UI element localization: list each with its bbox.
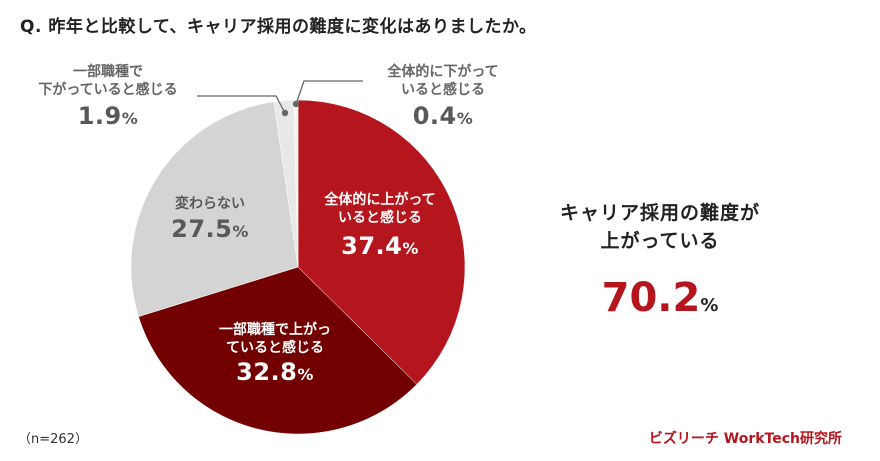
label-up-all: 全体的に上がって いると感じる 37.4% xyxy=(324,192,436,260)
label-down-some: 一部職種で 下がっていると感じる 1.9% xyxy=(38,64,178,130)
label-up-some: 一部職種で上がっ ていると感じる 32.8% xyxy=(219,322,331,386)
pie-slice-1 xyxy=(138,266,418,435)
label-same: 変わらない 27.5% xyxy=(171,196,249,243)
source-credit: ビズリーチ WorkTech研究所 xyxy=(648,431,842,447)
label-down-all: 全体的に下がって いると感じる 0.4% xyxy=(387,64,499,130)
pie-slice-2 xyxy=(130,101,299,317)
leader-line-down-all xyxy=(292,80,363,108)
chart-title: Q. 昨年と比較して、キャリア採用の難度に変化はありましたか。 xyxy=(20,17,537,37)
sample-size: （n=262） xyxy=(18,432,88,447)
summary-callout: キャリア採用の難度が 上がっている 70.2% xyxy=(520,200,800,321)
pie-slices xyxy=(130,99,466,435)
summary-value: 70.2% xyxy=(601,275,719,322)
summary-heading-line1: キャリア採用の難度が xyxy=(559,202,760,224)
summary-heading-line2: 上がっている xyxy=(600,229,720,252)
leader-line-down-some xyxy=(197,95,289,117)
pie-slice-0 xyxy=(297,99,466,385)
